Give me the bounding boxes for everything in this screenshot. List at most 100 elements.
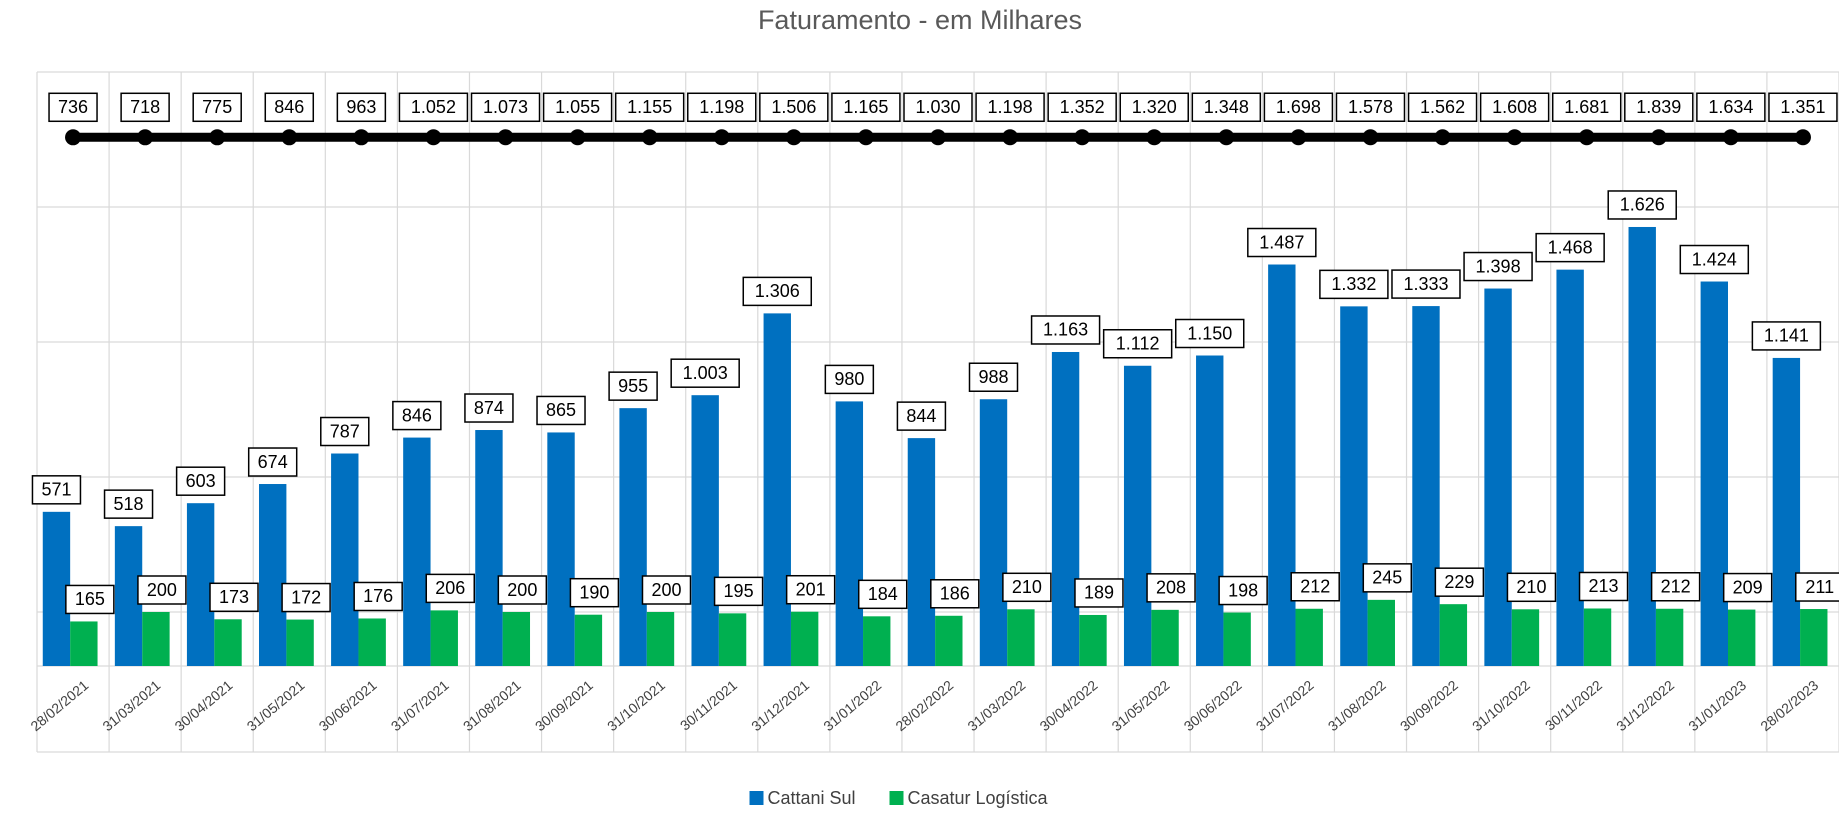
bar xyxy=(1701,282,1728,666)
data-label: 201 xyxy=(796,579,826,599)
bar xyxy=(70,621,97,666)
data-label: 1.073 xyxy=(483,97,528,117)
data-label: 571 xyxy=(41,480,71,500)
line-marker xyxy=(1146,129,1162,145)
data-label: 189 xyxy=(1084,583,1114,603)
bar xyxy=(764,313,791,666)
line-marker xyxy=(714,129,730,145)
legend-label: Cattani Sul xyxy=(768,788,856,808)
line-marker xyxy=(858,129,874,145)
bar xyxy=(431,610,458,666)
data-label: 1.198 xyxy=(988,97,1033,117)
bar xyxy=(935,616,962,666)
data-label: 165 xyxy=(75,589,105,609)
bar xyxy=(1556,270,1583,666)
legend-label: Casatur Logística xyxy=(908,788,1049,808)
line-marker xyxy=(1435,129,1451,145)
data-label: 1.351 xyxy=(1780,97,1825,117)
line-marker xyxy=(281,129,297,145)
data-label: 603 xyxy=(186,471,216,491)
data-label: 173 xyxy=(219,587,249,607)
line-marker xyxy=(65,129,81,145)
data-label: 1.562 xyxy=(1420,97,1465,117)
data-label: 1.424 xyxy=(1692,249,1737,269)
bar xyxy=(1656,609,1683,666)
x-tick-label: 30/11/2021 xyxy=(677,677,740,734)
data-label: 176 xyxy=(363,586,393,606)
bar xyxy=(1151,610,1178,666)
data-label: 1.348 xyxy=(1204,97,1249,117)
data-label: 1.352 xyxy=(1060,97,1105,117)
line-marker xyxy=(642,129,658,145)
line-marker xyxy=(570,129,586,145)
chart-title: Faturamento - em Milhares xyxy=(758,5,1082,35)
data-label: 1.468 xyxy=(1548,237,1593,257)
bar xyxy=(863,616,890,666)
data-label: 1.398 xyxy=(1476,256,1521,276)
data-label: 190 xyxy=(579,582,609,602)
bar xyxy=(1728,610,1755,666)
bar xyxy=(719,613,746,666)
data-label: 1.839 xyxy=(1636,97,1681,117)
data-label: 210 xyxy=(1012,577,1042,597)
legend-swatch xyxy=(750,791,764,805)
data-label: 212 xyxy=(1300,577,1330,597)
line-marker xyxy=(209,129,225,145)
data-label: 1.030 xyxy=(915,97,960,117)
data-label: 195 xyxy=(724,581,754,601)
data-label: 245 xyxy=(1372,568,1402,588)
data-label: 1.626 xyxy=(1620,195,1665,215)
data-label: 186 xyxy=(940,584,970,604)
data-label: 718 xyxy=(130,97,160,117)
bar xyxy=(259,484,286,666)
data-label: 1.165 xyxy=(843,97,888,117)
bar xyxy=(403,438,430,666)
data-label: 1.155 xyxy=(627,97,672,117)
line-marker xyxy=(1651,129,1667,145)
data-label: 1.578 xyxy=(1348,97,1393,117)
bar xyxy=(836,401,863,666)
bar xyxy=(1007,609,1034,666)
bar xyxy=(1268,265,1295,666)
bar xyxy=(791,612,818,666)
data-label: 1.003 xyxy=(683,363,728,383)
data-label: 1.052 xyxy=(411,97,456,117)
line-marker xyxy=(1507,129,1523,145)
data-label: 1.306 xyxy=(755,281,800,301)
bar xyxy=(980,399,1007,666)
bar xyxy=(575,615,602,666)
data-label: 213 xyxy=(1589,576,1619,596)
bar xyxy=(1052,352,1079,666)
line-marker xyxy=(1002,129,1018,145)
bar xyxy=(475,430,502,666)
data-label: 1.681 xyxy=(1564,97,1609,117)
data-label: 200 xyxy=(651,580,681,600)
data-label: 787 xyxy=(330,421,360,441)
data-label: 1.150 xyxy=(1187,323,1232,343)
line-marker xyxy=(1290,129,1306,145)
bar xyxy=(1512,609,1539,666)
data-label: 775 xyxy=(202,97,232,117)
data-label: 229 xyxy=(1444,572,1474,592)
line-marker xyxy=(137,129,153,145)
data-label: 1.112 xyxy=(1116,334,1160,354)
line-marker xyxy=(1362,129,1378,145)
data-label: 736 xyxy=(58,97,88,117)
data-label: 209 xyxy=(1733,577,1763,597)
bar xyxy=(214,619,241,666)
bar xyxy=(1800,609,1827,666)
data-label: 874 xyxy=(474,398,504,418)
data-label: 1.141 xyxy=(1764,326,1809,346)
bar xyxy=(647,612,674,666)
line-marker xyxy=(353,129,369,145)
data-label: 184 xyxy=(868,584,898,604)
data-label: 1.320 xyxy=(1132,97,1177,117)
line-marker xyxy=(498,129,514,145)
data-label: 1.506 xyxy=(771,97,816,117)
bar xyxy=(358,618,385,666)
data-label: 198 xyxy=(1228,580,1258,600)
data-label: 1.055 xyxy=(555,97,600,117)
line-marker xyxy=(930,129,946,145)
bar xyxy=(1223,613,1250,666)
